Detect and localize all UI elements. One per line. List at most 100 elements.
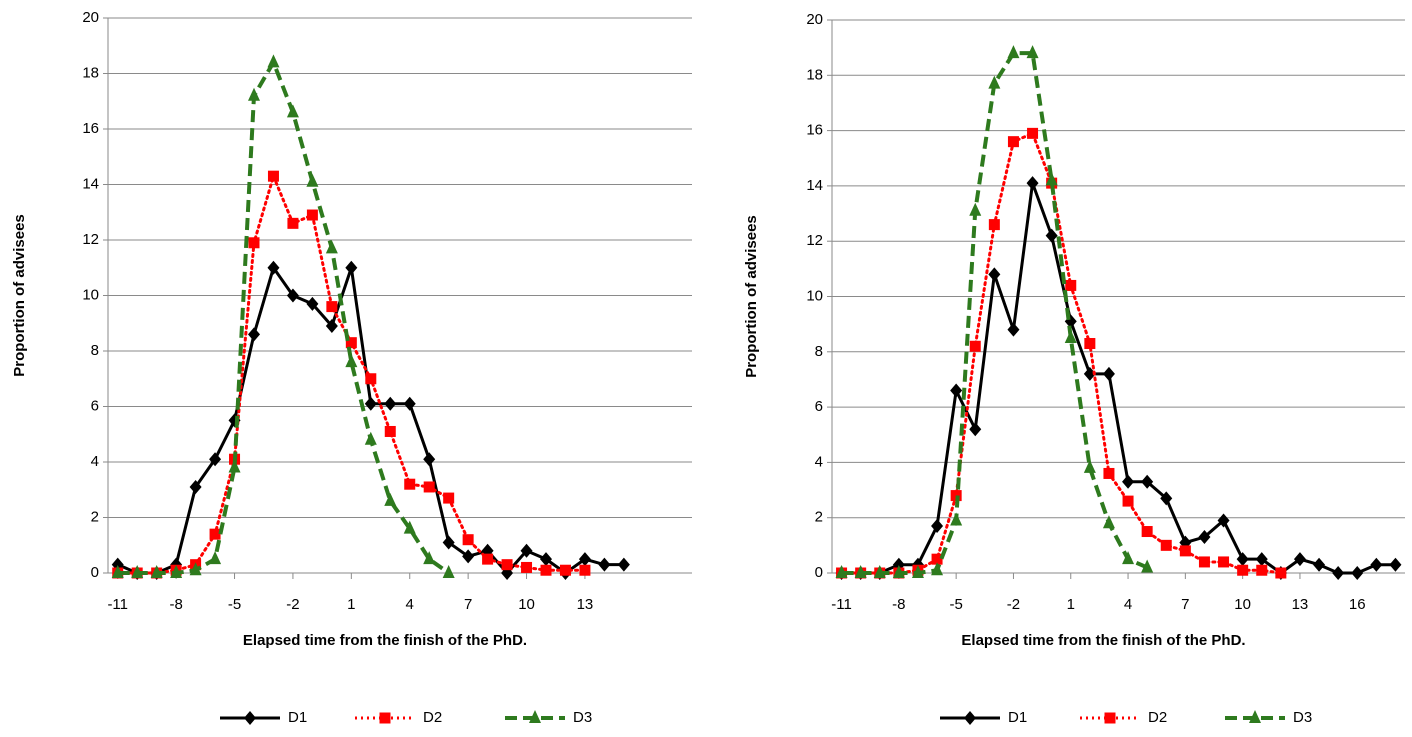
x-tick-label: -8 xyxy=(892,596,905,613)
marker xyxy=(1141,559,1154,573)
marker xyxy=(1027,127,1039,139)
marker xyxy=(403,396,416,411)
marker xyxy=(1351,566,1364,580)
marker xyxy=(384,492,397,506)
x-tick-label: 7 xyxy=(1181,596,1189,613)
marker xyxy=(286,288,299,303)
marker xyxy=(345,260,358,275)
x-tick-label: -5 xyxy=(228,596,241,613)
marker xyxy=(1198,556,1210,568)
y-tick-label: 4 xyxy=(815,453,823,470)
marker xyxy=(423,452,436,467)
marker xyxy=(189,479,202,494)
marker xyxy=(1007,322,1020,337)
legend-marker xyxy=(1104,712,1116,724)
x-axis-label: Elapsed time from the finish of the PhD. xyxy=(961,632,1245,649)
marker xyxy=(1255,552,1268,567)
marker xyxy=(1141,474,1154,489)
marker xyxy=(892,565,905,578)
marker xyxy=(835,565,848,578)
y-tick-label: 8 xyxy=(91,342,99,359)
marker xyxy=(306,296,319,311)
marker xyxy=(1370,557,1383,572)
marker xyxy=(364,396,377,411)
marker xyxy=(248,327,260,342)
marker xyxy=(384,396,397,411)
legend-label: D3 xyxy=(573,709,592,726)
y-tick-label: 4 xyxy=(91,453,99,470)
y-axis-label: Proportion of advisees xyxy=(743,215,760,378)
marker xyxy=(1218,556,1230,568)
marker xyxy=(325,240,338,254)
marker xyxy=(520,543,533,558)
legend-label: D2 xyxy=(423,709,442,726)
x-tick-label: 13 xyxy=(1292,596,1309,613)
marker xyxy=(1160,491,1173,506)
marker xyxy=(950,383,963,398)
marker xyxy=(423,551,436,565)
x-tick-label: -2 xyxy=(1007,596,1020,613)
x-tick-label: 4 xyxy=(1124,596,1132,613)
marker xyxy=(365,373,377,385)
marker xyxy=(209,551,222,565)
marker xyxy=(969,422,982,437)
legend-label: D1 xyxy=(288,709,307,726)
marker xyxy=(189,562,202,576)
marker xyxy=(325,319,338,334)
marker xyxy=(462,549,475,564)
legend-marker xyxy=(379,712,391,724)
marker xyxy=(1275,567,1287,579)
y-tick-label: 0 xyxy=(815,564,823,581)
x-tick-label: -11 xyxy=(107,596,128,613)
marker xyxy=(267,170,279,182)
y-tick-label: 10 xyxy=(806,287,823,304)
y-tick-label: 18 xyxy=(806,66,823,83)
x-tick-label: -11 xyxy=(831,596,852,613)
x-tick-label: 1 xyxy=(1067,596,1075,613)
marker xyxy=(1045,172,1058,186)
marker xyxy=(988,267,1001,282)
marker xyxy=(969,202,982,216)
marker xyxy=(931,562,944,576)
marker xyxy=(1198,530,1211,545)
marker xyxy=(111,565,124,578)
y-tick-label: 18 xyxy=(82,64,99,81)
marker xyxy=(306,209,318,221)
marker xyxy=(267,260,280,275)
marker xyxy=(1256,564,1268,576)
marker xyxy=(1122,474,1135,489)
marker xyxy=(598,557,611,572)
marker xyxy=(345,337,357,349)
marker xyxy=(1083,366,1096,381)
legend-marker xyxy=(529,710,541,723)
marker xyxy=(950,512,963,526)
legend-marker xyxy=(964,711,976,725)
marker xyxy=(873,565,886,578)
marker xyxy=(1026,45,1039,59)
marker xyxy=(326,301,338,313)
legend-label: D2 xyxy=(1148,709,1167,726)
marker xyxy=(209,528,221,540)
marker xyxy=(1217,513,1230,528)
series-line xyxy=(117,57,450,575)
y-tick-label: 12 xyxy=(82,231,99,248)
marker xyxy=(988,75,1001,89)
marker xyxy=(209,452,222,467)
y-tick-label: 6 xyxy=(91,397,99,414)
legend-marker xyxy=(1249,710,1261,723)
y-tick-label: 2 xyxy=(815,509,823,526)
x-tick-label: 10 xyxy=(1234,596,1251,613)
y-tick-label: 14 xyxy=(82,175,99,192)
marker xyxy=(384,425,396,437)
marker xyxy=(1332,566,1345,580)
marker xyxy=(1237,564,1249,576)
marker xyxy=(1141,526,1153,538)
marker xyxy=(248,87,260,101)
marker xyxy=(617,557,630,572)
series-line xyxy=(840,131,1283,575)
marker xyxy=(248,237,260,249)
y-axis-label: Proportion of advisees xyxy=(11,214,28,377)
legend-label: D1 xyxy=(1008,709,1027,726)
x-tick-label: -8 xyxy=(169,596,182,613)
marker xyxy=(1389,557,1402,572)
